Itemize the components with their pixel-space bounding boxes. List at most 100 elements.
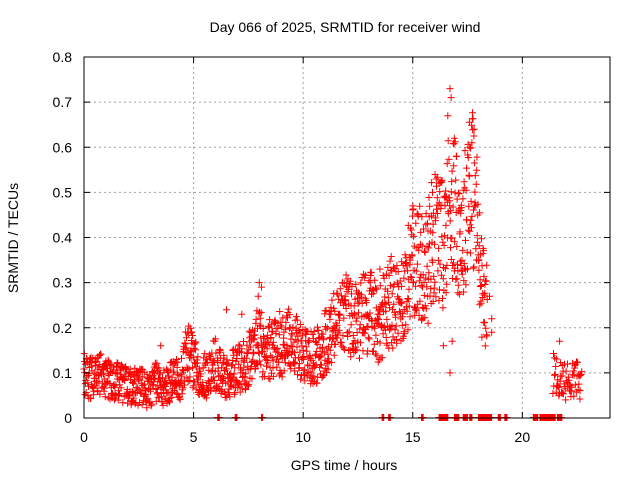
data-point — [358, 291, 365, 299]
data-point — [170, 360, 178, 368]
data-point — [552, 363, 560, 370]
data-point — [376, 339, 384, 347]
data-point — [319, 343, 326, 351]
data-point — [193, 356, 201, 364]
data-point — [439, 275, 447, 283]
data-point — [437, 201, 445, 209]
data-point — [241, 373, 249, 381]
data-point — [575, 380, 583, 388]
data-point — [286, 311, 294, 319]
data-point — [458, 267, 466, 275]
data-point — [442, 221, 450, 229]
data-point — [344, 329, 352, 337]
data-point — [398, 282, 406, 290]
data-point — [138, 373, 146, 381]
data-point — [571, 381, 579, 389]
data-point — [273, 344, 281, 352]
data-point — [570, 392, 578, 400]
data-point — [390, 263, 398, 271]
data-point — [317, 352, 325, 360]
data-point — [310, 372, 318, 380]
data-point — [442, 193, 450, 201]
data-point — [230, 370, 238, 378]
data-point — [258, 348, 266, 356]
data-point — [463, 164, 471, 172]
data-point — [235, 360, 243, 368]
data-point — [216, 345, 224, 353]
data-point — [403, 262, 411, 270]
data-point — [471, 188, 479, 196]
x-tick-label: 15 — [405, 429, 421, 445]
data-point — [273, 363, 281, 371]
data-point — [401, 330, 409, 338]
data-point — [436, 286, 443, 294]
data-point — [446, 197, 454, 205]
data-point — [401, 251, 409, 259]
data-point — [459, 246, 467, 254]
data-point — [475, 266, 483, 274]
data-point — [320, 336, 327, 344]
data-point — [388, 290, 396, 298]
data-point — [551, 370, 559, 378]
data-point — [365, 335, 373, 343]
data-point — [440, 242, 448, 249]
data-point — [156, 369, 164, 377]
data-point — [420, 279, 428, 286]
data-point — [220, 354, 228, 362]
data-point — [227, 369, 235, 377]
data-point — [469, 115, 477, 123]
data-point — [383, 341, 391, 349]
data-point — [468, 139, 476, 147]
data-point — [168, 393, 176, 401]
data-point — [473, 166, 481, 174]
data-point — [85, 370, 93, 378]
data-point — [442, 187, 450, 195]
data-point — [443, 280, 451, 288]
data-point — [355, 298, 363, 306]
data-point — [432, 214, 440, 222]
data-point — [327, 310, 335, 318]
data-point — [116, 381, 124, 389]
data-point — [473, 153, 481, 161]
data-point — [460, 288, 468, 296]
data-point — [483, 332, 491, 340]
data-point — [549, 390, 557, 397]
data-point — [391, 326, 399, 334]
data-point — [381, 293, 389, 301]
data-point — [412, 219, 420, 227]
data-point — [470, 159, 478, 167]
data-point — [340, 314, 348, 322]
data-point — [463, 248, 471, 256]
data-point — [471, 172, 479, 180]
data-point — [351, 337, 359, 345]
data-point — [446, 85, 454, 93]
data-point — [347, 353, 355, 361]
data-point — [373, 352, 381, 360]
data-point — [313, 379, 321, 387]
data-point — [353, 346, 361, 354]
data-point — [371, 276, 379, 284]
data-point — [270, 344, 278, 352]
data-point — [457, 206, 465, 214]
data-point — [126, 365, 134, 373]
data-point — [473, 238, 481, 246]
data-point — [481, 342, 489, 350]
data-point — [474, 200, 482, 208]
data-point — [269, 364, 277, 372]
data-point — [226, 381, 234, 389]
data-point — [201, 350, 209, 358]
data-point — [454, 289, 462, 297]
data-point — [302, 330, 310, 338]
data-point — [280, 367, 288, 375]
data-point — [478, 333, 486, 341]
data-point — [255, 308, 263, 316]
data-point — [362, 299, 370, 307]
data-point — [197, 370, 205, 378]
data-point — [114, 360, 122, 367]
data-point — [416, 297, 424, 305]
x-tick-label: 0 — [80, 429, 88, 445]
data-point — [230, 390, 238, 398]
data-point — [299, 346, 307, 354]
data-point — [296, 360, 303, 368]
